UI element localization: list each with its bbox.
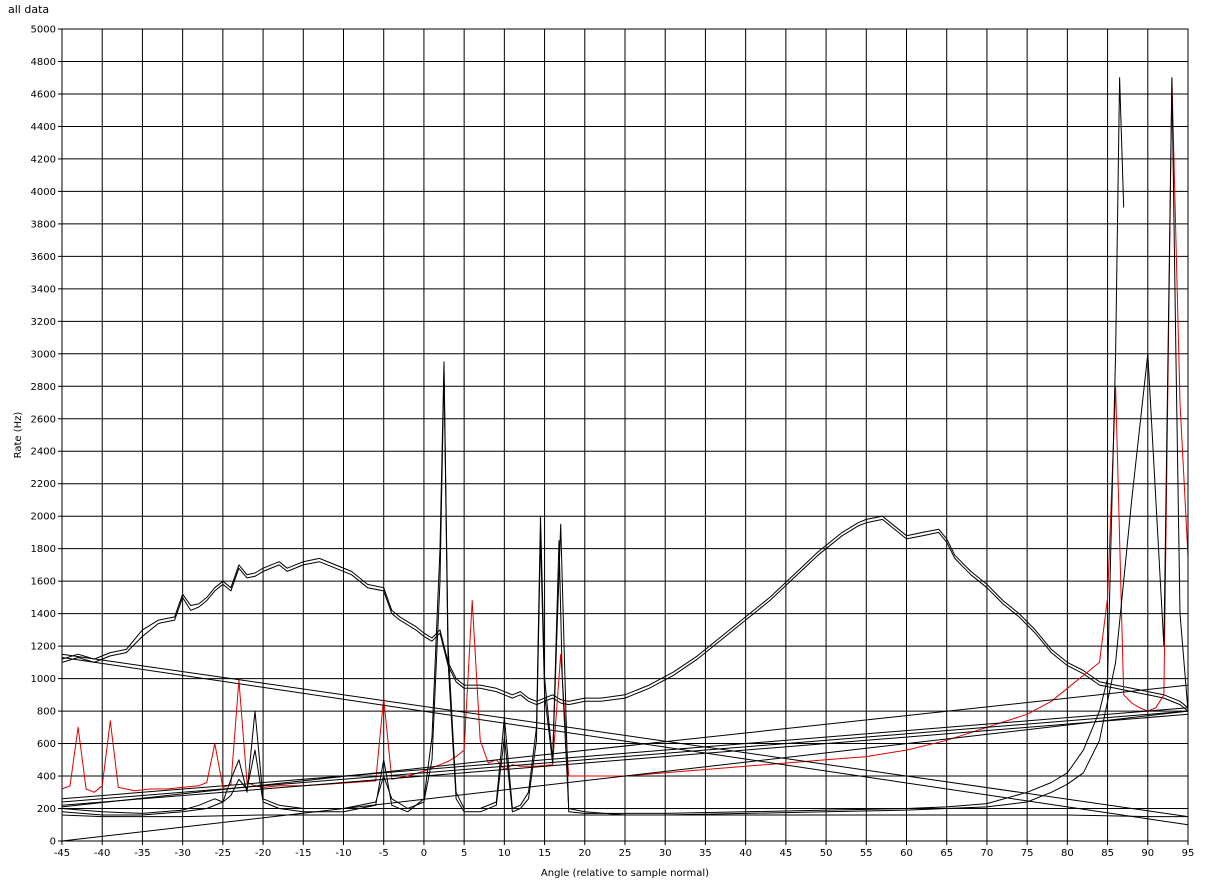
y-tick-label: 0 <box>50 837 56 848</box>
y-tick-label: 4600 <box>31 89 56 100</box>
y-tick-label: 2600 <box>31 414 56 425</box>
y-tick-label: 1000 <box>31 674 56 685</box>
x-tick-label: 60 <box>900 848 913 859</box>
x-tick-label: -40 <box>94 848 110 859</box>
y-tick-label: 3400 <box>31 284 56 295</box>
x-tick-label: -35 <box>134 848 150 859</box>
y-tick-label: 3200 <box>31 317 56 328</box>
x-tick-label: 55 <box>860 848 873 859</box>
x-tick-label: 75 <box>1021 848 1034 859</box>
y-tick-label: 3800 <box>31 219 56 230</box>
x-tick-label: -5 <box>379 848 389 859</box>
y-tick-label: 2800 <box>31 382 56 393</box>
y-tick-label: 1200 <box>31 642 56 653</box>
y-tick-label: 3000 <box>31 349 56 360</box>
x-tick-label: -30 <box>174 848 190 859</box>
x-tick-label: 95 <box>1182 848 1195 859</box>
y-tick-label: 2400 <box>31 447 56 458</box>
series-line-4 <box>62 78 1124 815</box>
x-tick-label: 50 <box>820 848 833 859</box>
y-tick-label: 1800 <box>31 544 56 555</box>
x-tick-label: 85 <box>1101 848 1114 859</box>
y-tick-label: 5000 <box>31 25 56 36</box>
x-tick-label: 20 <box>578 848 591 859</box>
x-tick-label: 80 <box>1061 848 1074 859</box>
x-tick-label: -25 <box>215 848 231 859</box>
x-tick-label: -20 <box>255 848 271 859</box>
y-tick-label: 1400 <box>31 609 56 620</box>
y-tick-labels: 0 200 400 600 800 1000 1200 1400 1600 1800 2000 220… <box>31 25 62 848</box>
x-tick-label: 45 <box>779 848 792 859</box>
y-tick-label: 3600 <box>31 252 56 263</box>
x-tick-label: -45 <box>54 848 70 859</box>
y-tick-label: 2000 <box>31 512 56 523</box>
x-tick-label: 40 <box>739 848 752 859</box>
y-tick-label: 4800 <box>31 57 56 68</box>
x-tick-labels: -45 -40 -35 -30 -25 -20 -15 -10 -5 0 5 10 15 20 25 30 35… <box>54 841 1195 859</box>
x-tick-label: -10 <box>335 848 351 859</box>
x-axis-label: Angle (relative to sample normal) <box>541 868 709 879</box>
y-tick-label: 4000 <box>31 187 56 198</box>
y-tick-label: 600 <box>37 739 56 750</box>
x-tick-label: 35 <box>699 848 712 859</box>
x-tick-label: 5 <box>461 848 467 859</box>
x-tick-label: 90 <box>1141 848 1154 859</box>
x-tick-label: 25 <box>619 848 632 859</box>
y-tick-label: 400 <box>37 772 56 783</box>
y-tick-label: 200 <box>37 804 56 815</box>
x-tick-label: 65 <box>940 848 953 859</box>
y-axis-label: Rate (Hz) <box>13 412 24 459</box>
x-tick-label: 15 <box>538 848 551 859</box>
y-tick-label: 4400 <box>31 122 56 133</box>
y-tick-label: 4200 <box>31 154 56 165</box>
x-tick-label: 30 <box>659 848 672 859</box>
x-tick-label: 10 <box>498 848 511 859</box>
y-tick-label: 1600 <box>31 577 56 588</box>
x-tick-label: 0 <box>421 848 427 859</box>
y-tick-label: 800 <box>37 707 56 718</box>
x-tick-label: 70 <box>981 848 994 859</box>
y-tick-label: 2200 <box>31 479 56 490</box>
grid <box>62 29 1188 841</box>
x-tick-label: -15 <box>295 848 311 859</box>
